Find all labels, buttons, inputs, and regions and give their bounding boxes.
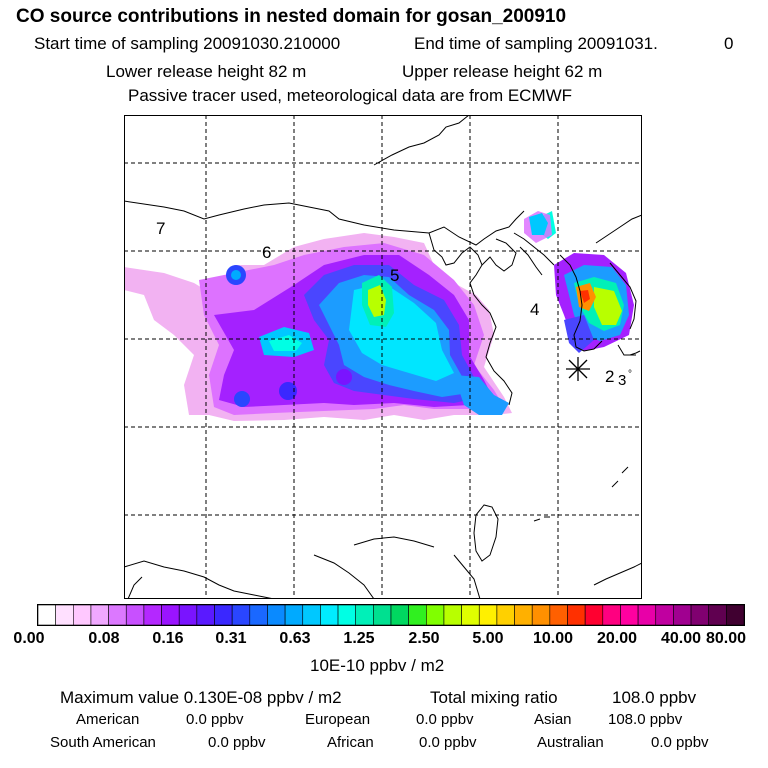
colorbar-swatch	[531, 604, 551, 626]
colorbar-swatch	[567, 604, 586, 626]
colorbar-swatch	[408, 604, 427, 626]
colorbar-tick-4: 0.63	[279, 630, 311, 647]
colorbar-swatch	[690, 604, 709, 626]
colorbar-swatch	[284, 604, 304, 626]
region-name-african: African	[327, 734, 374, 751]
colorbar-swatch	[443, 604, 462, 626]
colorbar-frame	[37, 604, 745, 626]
upper-release-height: Upper release height 62 m	[402, 62, 603, 81]
colorbar-swatches	[37, 604, 745, 626]
colorbar-tick-10: 40.00	[660, 630, 702, 647]
colorbar-swatch	[514, 604, 533, 626]
colorbar-swatch	[90, 604, 109, 626]
colorbar-swatch	[108, 604, 127, 626]
colorbar-swatch	[655, 604, 674, 626]
colorbar-swatch	[461, 604, 480, 626]
point-label-4: 4	[530, 300, 539, 319]
colorbar-swatch	[425, 604, 445, 626]
point-label-7: 7	[156, 219, 165, 238]
lower-release-height: Lower release height 82 m	[106, 62, 307, 81]
colorbar-swatch	[143, 604, 162, 626]
total-mixing-ratio-value: 108.0 ppbv	[612, 688, 697, 707]
map-title: CO source contributions in nested domain…	[16, 6, 567, 27]
colorbar-swatch	[673, 604, 692, 626]
maximum-value: Maximum value 0.130E-08 ppbv / m2	[60, 688, 342, 707]
coastline	[124, 115, 642, 599]
colorbar-swatch	[161, 604, 180, 626]
colorbar	[37, 604, 745, 626]
colorbar-swatch	[726, 604, 745, 626]
colorbar-tick-11: 80.00	[705, 630, 747, 647]
point-label-3: 3	[618, 372, 626, 389]
colorbar-tick-9: 20.00	[596, 630, 638, 647]
colorbar-swatch	[73, 604, 92, 626]
colorbar-swatch	[373, 604, 392, 626]
colorbar-swatch	[478, 604, 498, 626]
degree-mark: °	[628, 369, 632, 380]
colorbar-swatch	[355, 604, 374, 626]
start-time-label: Start time of sampling 20091030.210000	[34, 34, 341, 53]
colorbar-swatch	[549, 604, 568, 626]
colorbar-swatch	[584, 604, 604, 626]
colorbar-swatch	[708, 604, 727, 626]
point-label-5: 5	[390, 266, 399, 285]
colorbar-swatch	[302, 604, 321, 626]
receptor-marker	[566, 357, 590, 381]
colorbar-swatch	[620, 604, 639, 626]
colorbar-swatch	[37, 604, 56, 626]
colorbar-tick-1: 0.08	[88, 630, 120, 647]
colorbar-swatch	[320, 604, 339, 626]
colorbar-tick-0: 0.00	[13, 630, 45, 647]
colorbar-swatch	[214, 604, 233, 626]
colorbar-swatch	[267, 604, 286, 626]
region-name-south-american: South American	[50, 734, 156, 751]
colorbar-swatch	[125, 604, 145, 626]
colorbar-swatch	[602, 604, 621, 626]
region-value-african: 0.0 ppbv	[419, 734, 477, 751]
region-value-american: 0.0 ppbv	[186, 711, 244, 728]
colorbar-swatch	[55, 604, 74, 626]
end-time-label: End time of sampling 20091031.	[414, 34, 658, 53]
colorbar-swatch	[637, 604, 657, 626]
colorbar-tick-5: 1.25	[343, 630, 375, 647]
colorbar-swatch	[196, 604, 215, 626]
colorbar-swatch	[496, 604, 515, 626]
colorbar-tick-3: 0.31	[215, 630, 247, 647]
source-contribution-map: 7 6 5 4 2 3 °	[124, 115, 642, 599]
colorbar-tick-7: 5.00	[472, 630, 504, 647]
region-name-american: American	[76, 711, 140, 728]
region-value-european: 0.0 ppbv	[416, 711, 474, 728]
contribution-field	[124, 211, 634, 421]
point-label-2: 2	[605, 367, 614, 386]
colorbar-swatch	[178, 604, 198, 626]
colorbar-tick-2: 0.16	[152, 630, 184, 647]
region-name-european: European	[305, 711, 371, 728]
colorbar-swatch	[337, 604, 356, 626]
region-name-asian: Asian	[534, 711, 572, 728]
tracer-note: Passive tracer used, meteorological data…	[128, 86, 573, 105]
point-label-6: 6	[262, 243, 271, 262]
colorbar-swatch	[231, 604, 251, 626]
colorbar-swatch	[390, 604, 409, 626]
colorbar-tick-6: 2.50	[408, 630, 440, 647]
colorbar-swatch	[249, 604, 268, 626]
region-value-south-american: 0.0 ppbv	[208, 734, 266, 751]
colorbar-tick-8: 10.00	[532, 630, 574, 647]
lat-lon-grid	[124, 115, 642, 599]
end-time-value: 0	[724, 34, 734, 53]
region-value-asian: 108.0 ppbv	[608, 711, 683, 728]
total-mixing-ratio-label: Total mixing ratio	[430, 688, 558, 707]
colorbar-units: 10E-10 ppbv / m2	[310, 656, 445, 675]
region-name-australian: Australian	[537, 734, 604, 751]
map-frame	[124, 115, 642, 599]
region-value-australian: 0.0 ppbv	[651, 734, 709, 751]
